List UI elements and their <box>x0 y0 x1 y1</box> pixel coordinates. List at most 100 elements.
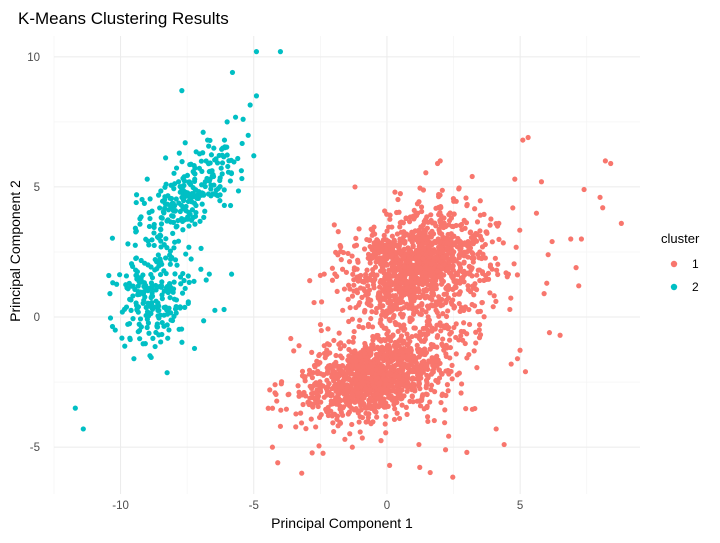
point-cluster-1 <box>397 391 403 397</box>
point-cluster-1 <box>349 253 355 259</box>
point-cluster-2 <box>199 190 205 196</box>
point-cluster-2 <box>188 256 194 262</box>
point-cluster-2 <box>201 214 207 220</box>
point-cluster-1 <box>427 268 433 274</box>
point-cluster-1 <box>361 395 367 401</box>
point-cluster-2 <box>179 339 185 345</box>
point-cluster-2 <box>217 198 223 204</box>
point-cluster-1 <box>394 209 400 216</box>
point-cluster-1 <box>365 414 371 421</box>
point-cluster-2 <box>163 287 169 294</box>
point-cluster-1 <box>275 460 281 466</box>
point-cluster-1 <box>385 238 391 244</box>
point-cluster-2 <box>232 114 239 120</box>
point-cluster-2 <box>202 179 208 185</box>
point-cluster-1 <box>325 326 331 332</box>
point-cluster-2 <box>215 185 221 192</box>
point-cluster-1 <box>467 229 474 235</box>
point-cluster-1 <box>392 271 398 277</box>
point-cluster-1 <box>458 333 464 339</box>
point-cluster-1 <box>397 260 403 266</box>
point-cluster-2 <box>168 317 174 323</box>
point-cluster-1 <box>439 371 445 377</box>
point-cluster-2 <box>181 277 187 284</box>
point-cluster-2 <box>162 184 168 190</box>
point-cluster-1 <box>346 339 352 345</box>
point-cluster-1 <box>370 266 376 273</box>
chart-title: K-Means Clustering Results <box>18 9 229 28</box>
point-cluster-1 <box>453 334 459 341</box>
point-cluster-2 <box>175 179 182 185</box>
point-cluster-1 <box>401 234 407 240</box>
point-cluster-1 <box>456 291 462 297</box>
point-cluster-1 <box>471 348 477 354</box>
point-cluster-1 <box>424 414 431 420</box>
x-tick-label: -5 <box>249 500 259 512</box>
y-tick-label: 0 <box>34 312 40 324</box>
point-cluster-1 <box>545 252 551 258</box>
point-cluster-1 <box>439 391 446 397</box>
point-cluster-1 <box>470 238 476 244</box>
point-cluster-1 <box>449 247 455 253</box>
point-cluster-2 <box>133 255 139 261</box>
point-cluster-1 <box>353 242 360 248</box>
point-cluster-2 <box>127 335 133 341</box>
point-cluster-1 <box>459 381 465 387</box>
point-cluster-1 <box>303 426 309 432</box>
point-cluster-1 <box>347 431 353 437</box>
point-cluster-1 <box>421 246 427 252</box>
point-cluster-1 <box>377 336 383 342</box>
point-cluster-1 <box>385 371 391 378</box>
point-cluster-1 <box>394 231 401 237</box>
point-cluster-1 <box>415 275 421 282</box>
point-cluster-1 <box>404 331 410 337</box>
point-cluster-1 <box>522 369 529 375</box>
point-cluster-1 <box>325 363 332 369</box>
point-cluster-1 <box>412 356 418 362</box>
point-cluster-1 <box>421 229 427 235</box>
point-cluster-1 <box>272 382 278 388</box>
point-cluster-1 <box>404 372 411 378</box>
point-cluster-1 <box>360 286 367 292</box>
legend-key-cluster-1 <box>670 260 678 268</box>
point-cluster-1 <box>384 311 390 317</box>
point-cluster-1 <box>405 305 412 311</box>
point-cluster-2 <box>188 217 195 223</box>
point-cluster-2 <box>155 313 161 319</box>
point-cluster-1 <box>436 375 443 381</box>
point-cluster-2 <box>149 275 156 281</box>
point-cluster-1 <box>458 239 464 245</box>
point-cluster-1 <box>352 371 358 378</box>
point-cluster-1 <box>297 392 303 398</box>
point-cluster-1 <box>414 308 420 315</box>
point-cluster-1 <box>401 264 407 270</box>
point-cluster-1 <box>399 314 405 320</box>
point-cluster-1 <box>336 373 342 379</box>
point-cluster-1 <box>409 333 415 340</box>
point-cluster-1 <box>445 266 452 272</box>
point-cluster-1 <box>360 364 367 370</box>
point-cluster-1 <box>345 296 351 302</box>
point-cluster-1 <box>331 337 337 344</box>
point-cluster-1 <box>368 350 374 357</box>
point-cluster-1 <box>466 306 472 313</box>
point-cluster-1 <box>323 386 330 392</box>
point-cluster-2 <box>151 221 157 228</box>
point-cluster-1 <box>405 341 411 347</box>
point-cluster-2 <box>163 236 169 242</box>
point-cluster-1 <box>379 259 386 265</box>
point-cluster-1 <box>446 284 452 290</box>
point-cluster-1 <box>428 212 434 218</box>
point-cluster-2 <box>121 306 128 312</box>
point-cluster-1 <box>433 377 439 384</box>
point-cluster-1 <box>451 292 458 298</box>
point-cluster-1 <box>361 246 368 252</box>
point-cluster-1 <box>435 268 441 274</box>
point-cluster-1 <box>384 331 390 337</box>
point-cluster-2 <box>152 256 158 263</box>
point-cluster-1 <box>392 189 398 195</box>
point-cluster-1 <box>357 414 363 420</box>
point-cluster-1 <box>396 338 402 344</box>
point-cluster-1 <box>329 265 335 271</box>
point-cluster-1 <box>479 237 485 243</box>
